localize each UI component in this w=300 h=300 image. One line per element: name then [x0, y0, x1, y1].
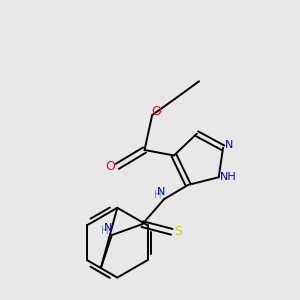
Text: H: H	[154, 190, 162, 200]
Text: S: S	[174, 225, 182, 238]
Text: NH: NH	[220, 172, 237, 182]
Text: O: O	[151, 105, 161, 118]
Text: N: N	[104, 223, 112, 233]
Text: O: O	[105, 160, 115, 173]
Text: N: N	[225, 140, 233, 150]
Text: H: H	[101, 226, 109, 236]
Text: N: N	[158, 187, 166, 197]
